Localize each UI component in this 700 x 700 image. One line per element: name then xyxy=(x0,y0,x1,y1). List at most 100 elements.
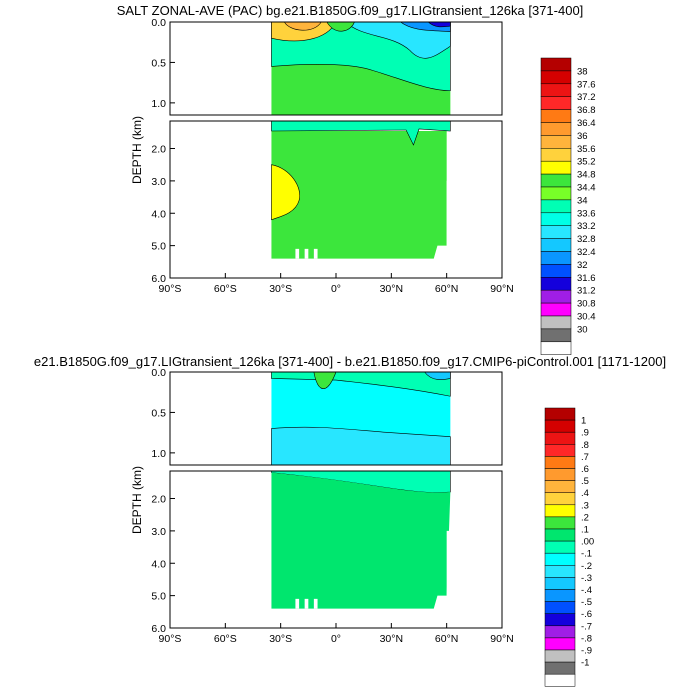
colorbar-label: .1 xyxy=(581,525,589,536)
colorbar-band xyxy=(544,540,576,554)
colorbar-label: 37.2 xyxy=(577,92,596,103)
colorbar-label: -.6 xyxy=(581,609,592,620)
colorbar-band xyxy=(544,577,576,590)
colorbar-band xyxy=(540,264,572,278)
colorbar-label: 30.8 xyxy=(577,299,596,310)
colorbar-band xyxy=(540,199,572,214)
colorbar-label: 36 xyxy=(577,131,588,142)
colorbar-band xyxy=(540,328,572,343)
colorbar-label: .00 xyxy=(581,537,594,548)
colorbar-band xyxy=(544,625,576,639)
colorbar-band xyxy=(540,70,572,85)
contour-field-2 xyxy=(271,371,451,609)
colorbar-band xyxy=(540,289,572,304)
colorbar-label: 38 xyxy=(577,66,588,77)
colorbar-label: 30 xyxy=(577,324,588,335)
y-tick-label: 4.0 xyxy=(151,558,166,570)
colorbar-label: 32.8 xyxy=(577,234,596,245)
colorbar-band xyxy=(540,109,572,123)
y-tick-label: 5.0 xyxy=(151,241,166,253)
contour-33-2 xyxy=(344,21,451,59)
contour-31-6 xyxy=(427,21,451,28)
colorbar-band xyxy=(544,565,576,578)
x-tick-label: 30°S xyxy=(269,283,292,295)
y-tick-label: 0.0 xyxy=(151,367,166,379)
x-tick-label: 90°S xyxy=(159,283,182,295)
seafloor-edge xyxy=(446,180,451,246)
y-tick-label: 2.0 xyxy=(151,494,166,506)
seafloor-notch xyxy=(304,248,309,259)
colorbar-band xyxy=(540,173,572,188)
colorbar-label: 36.8 xyxy=(577,105,596,116)
x-tick-label: 30°N xyxy=(380,283,403,295)
lower-contour-34 xyxy=(271,120,451,146)
colorbar-band xyxy=(544,504,576,518)
chart-title-2: e21.B1850G.f09_g17.LIGtransient_126ka [3… xyxy=(34,354,666,369)
y-tick-label: 1.0 xyxy=(151,98,166,110)
colorbar-label: 31.2 xyxy=(577,286,596,297)
x-tick-label: 60°N xyxy=(435,283,458,295)
y-tick-label: 0.0 xyxy=(151,17,166,29)
colorbar-band xyxy=(544,419,576,433)
x-tick-label: 0° xyxy=(331,633,341,645)
colorbar-band xyxy=(544,492,576,506)
colorbar-label: 34.8 xyxy=(577,170,596,181)
colorbar-band xyxy=(540,160,572,175)
colorbar-band xyxy=(544,528,576,542)
seafloor-notch xyxy=(295,248,300,259)
colorbar-label: 32 xyxy=(577,260,588,271)
colorbar-band xyxy=(544,456,576,469)
x-tick-label: 90°N xyxy=(490,283,513,295)
colorbar-label: -.3 xyxy=(581,573,592,584)
colorbar-band xyxy=(540,315,572,330)
colorbar-label: -.7 xyxy=(581,621,592,632)
colorbar-band xyxy=(544,613,576,627)
seafloor-notch xyxy=(304,598,309,609)
colorbar-band xyxy=(540,251,572,265)
colorbar-label: .8 xyxy=(581,440,589,451)
x-tick-label: 30°S xyxy=(269,633,292,645)
colorbar-label: 31.6 xyxy=(577,273,596,284)
x-tick-label: 90°S xyxy=(159,633,182,645)
colorbar-band xyxy=(540,277,572,291)
colorbar-band xyxy=(540,148,572,162)
contour-field-1 xyxy=(271,21,451,259)
x-tick-label: 90°N xyxy=(490,633,513,645)
colorbar-label: 34.4 xyxy=(577,183,596,194)
colorbar-label: 35.2 xyxy=(577,157,596,168)
colorbar-label: .7 xyxy=(581,452,589,463)
colorbar-band xyxy=(544,601,576,614)
y-tick-label: 3.0 xyxy=(151,176,166,188)
colorbar-band xyxy=(544,516,576,530)
y-axis-label: DEPTH (km) xyxy=(130,466,144,534)
colorbar-label: -.2 xyxy=(581,561,592,572)
colorbar-label: .2 xyxy=(581,512,589,523)
colorbar-band xyxy=(544,637,576,651)
colorbar-label: .4 xyxy=(581,488,589,499)
colorbar-band xyxy=(544,468,576,481)
upper-plot-frame xyxy=(169,21,503,116)
colorbar-band xyxy=(544,552,576,566)
lower-base-fill xyxy=(271,131,447,259)
colorbar-band xyxy=(544,673,576,687)
chart-title-1: SALT ZONAL-AVE (PAC) bg.e21.B1850G.f09_g… xyxy=(117,3,584,18)
colorbar-label: -.9 xyxy=(581,646,592,657)
colorbar-band xyxy=(540,122,572,136)
y-tick-label: 6.0 xyxy=(151,623,166,635)
colorbar-label: 35.6 xyxy=(577,144,596,155)
y-axis-label: DEPTH (km) xyxy=(130,116,144,184)
colorbar-label: 1 xyxy=(581,416,586,427)
y-tick-label: 6.0 xyxy=(151,273,166,285)
colorbar-band xyxy=(544,589,576,602)
x-tick-label: 60°S xyxy=(214,283,237,295)
colorbar-band xyxy=(540,135,572,149)
colorbar-band xyxy=(540,83,572,97)
colorbar-band xyxy=(544,661,576,675)
colorbar-label: 34 xyxy=(577,195,588,206)
y-tick-label: 0.5 xyxy=(151,407,166,419)
colorbar-band xyxy=(540,186,572,201)
colorbar-band xyxy=(544,444,576,457)
colorbar-label: -1 xyxy=(581,658,589,669)
colorbar-band xyxy=(544,649,576,663)
